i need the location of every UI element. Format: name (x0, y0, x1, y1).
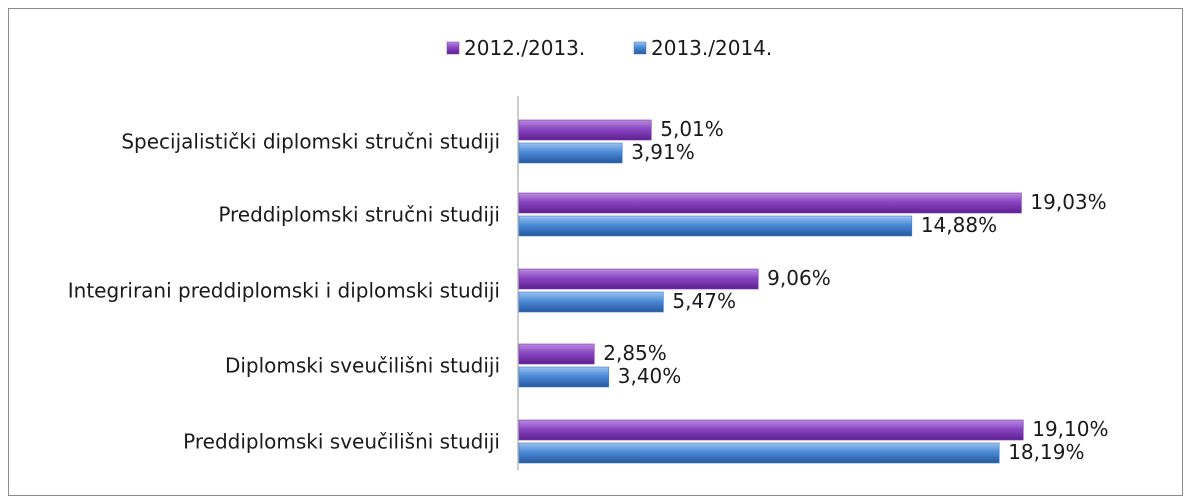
data-label: 18,19% (1008, 440, 1084, 464)
bar-series-2 (518, 142, 623, 164)
legend-label-2: 2013./2014. (651, 36, 772, 60)
bar-series-2 (518, 215, 913, 237)
bar-series-1 (518, 343, 595, 365)
data-label: 3,40% (618, 364, 682, 388)
data-label: 5,47% (672, 289, 736, 313)
bars (518, 119, 1024, 464)
bar-series-1 (518, 192, 1022, 214)
data-label: 3,91% (631, 140, 695, 164)
legend-label-1: 2012./2013. (464, 36, 585, 60)
category-label: Integrirani preddiplomski i diplomski st… (68, 279, 500, 303)
category-label: Preddiplomski sveučilišni studiji (183, 430, 500, 454)
bar-series-1 (518, 419, 1024, 441)
data-label: 19,03% (1030, 190, 1106, 214)
labels: Specijalistički diplomski stručni studij… (68, 117, 1109, 464)
category-label: Diplomski sveučilišni studiji (225, 354, 500, 378)
bar-series-1 (518, 119, 652, 141)
legend-swatch-1 (446, 41, 460, 55)
chart-frame (8, 8, 1183, 496)
data-label: 19,10% (1032, 417, 1108, 441)
data-label: 9,06% (767, 266, 831, 290)
category-label: Preddiplomski stručni studiji (218, 203, 500, 227)
legend-swatch-2 (633, 41, 647, 55)
bar-series-2 (518, 366, 610, 388)
data-label: 5,01% (660, 117, 724, 141)
data-label: 14,88% (921, 213, 997, 237)
data-label: 2,85% (603, 341, 667, 365)
bar-series-1 (518, 268, 759, 290)
category-label: Specijalistički diplomski stručni studij… (121, 130, 500, 154)
legend: 2012./2013. 2013./2014. (446, 36, 772, 60)
bar-series-2 (518, 442, 1000, 464)
bar-series-2 (518, 291, 664, 313)
